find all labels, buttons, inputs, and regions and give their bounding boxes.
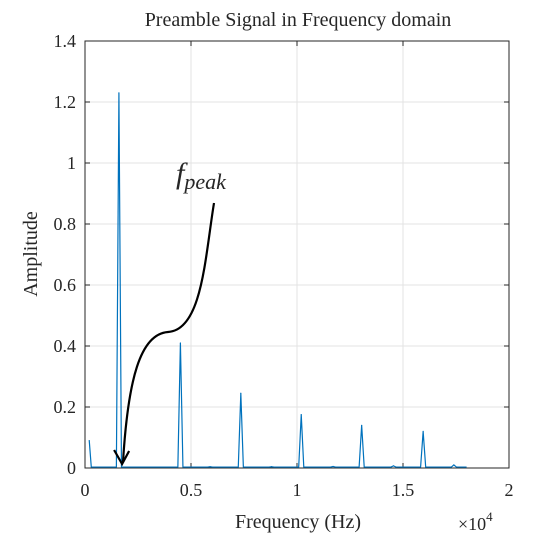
x-tick-label: 1 — [293, 480, 302, 500]
x-tick-label: 1.5 — [392, 480, 415, 500]
tick-labels: 0 0.5 1 1.5 2 0 0.2 0.4 0.6 0.8 1 1.2 1.4 — [54, 31, 514, 500]
peak-point — [270, 466, 273, 468]
y-tick-label: 0 — [67, 458, 76, 478]
peak-point — [118, 92, 120, 94]
x-axis-label: Frequency (Hz) — [235, 511, 361, 533]
grid — [84, 40, 510, 469]
peak-point — [392, 465, 395, 467]
x-tick-label: 2 — [505, 480, 514, 500]
y-tick-label: 0.2 — [54, 397, 77, 417]
annotation-arrowhead — [113, 449, 131, 467]
y-tick-label: 0.4 — [54, 336, 77, 356]
y-tick-label: 0.6 — [54, 275, 77, 295]
x-multiplier-base: ×10 — [458, 514, 486, 534]
peak-point — [179, 342, 181, 344]
peak-point — [361, 424, 363, 426]
series — [88, 92, 467, 468]
spectrum-line — [88, 92, 467, 468]
peak-point — [422, 430, 424, 432]
y-axis-label: Amplitude — [20, 211, 42, 297]
y-tick-label: 1.4 — [54, 31, 77, 51]
ticks — [84, 40, 510, 469]
x-tick-label: 0.5 — [180, 480, 203, 500]
peak-annotation: fpeak — [113, 157, 227, 467]
annotation-arrow — [121, 202, 216, 463]
peak-point — [300, 414, 302, 416]
x-axis-multiplier: ×104 — [458, 509, 493, 534]
y-tick-label: 1.2 — [54, 92, 77, 112]
peak-point — [88, 439, 90, 442]
annotation-subscript: peak — [182, 169, 227, 194]
y-tick-label: 0.8 — [54, 214, 77, 234]
y-tick-label: 1 — [67, 153, 76, 173]
chart-title: Preamble Signal in Frequency domain — [145, 9, 452, 31]
peak-point — [453, 464, 455, 466]
peak-point — [332, 465, 334, 468]
x-tick-label: 0 — [81, 480, 90, 500]
peak-point — [240, 392, 242, 394]
peak-point — [209, 466, 211, 468]
x-multiplier-exp: 4 — [486, 509, 493, 524]
